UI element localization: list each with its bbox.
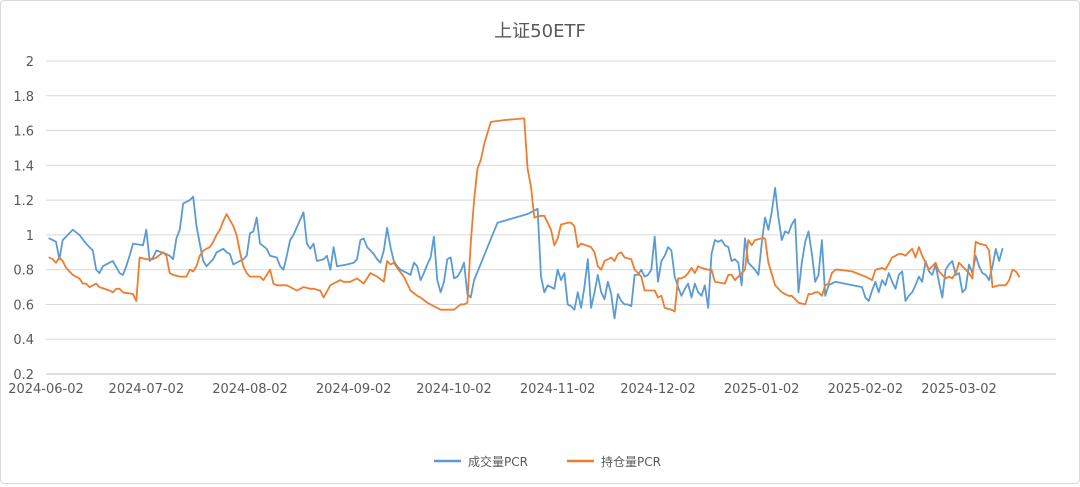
y-tick-label: 2: [26, 55, 34, 70]
series-line-volume-pcr: [48, 186, 1004, 320]
x-axis: 2024-06-02 2024-07-02 2024-08-02 2024-09-02…: [8, 373, 1056, 397]
y-tick-label: 1.2: [13, 194, 34, 209]
x-tick-label: 2025-03-02: [921, 382, 997, 397]
y-tick-label: 0.8: [13, 264, 34, 279]
series-lines: [48, 117, 1021, 320]
x-tick-label: 2024-06-02: [8, 382, 84, 397]
gridlines: [46, 60, 1056, 375]
series-line-oi-pcr: [48, 117, 1021, 313]
y-tick-label: 1.4: [13, 159, 34, 174]
legend-label-oi-pcr: 持仓量PCR: [601, 454, 661, 469]
x-tick-label: 2025-02-02: [828, 382, 904, 397]
x-tick-label: 2024-12-02: [620, 382, 696, 397]
y-axis: 0.2 0.4 0.6 0.8 1 1.2 1.4 1.6 1.8 2: [13, 55, 34, 383]
y-tick-label: 0.2: [13, 368, 34, 383]
x-tick-label: 2024-07-02: [109, 382, 185, 397]
x-tick-label: 2024-09-02: [316, 382, 392, 397]
y-tick-label: 0.6: [13, 298, 34, 313]
y-tick-label: 1.8: [13, 90, 34, 105]
x-tick-label: 2025-01-02: [724, 382, 800, 397]
y-tick-label: 0.4: [13, 333, 34, 348]
x-tick-label: 2024-11-02: [520, 382, 596, 397]
legend: 成交量PCR 持仓量PCR: [434, 454, 661, 469]
chart-title: 上证50ETF: [494, 21, 586, 42]
y-tick-label: 1.6: [13, 125, 34, 140]
y-tick-label: 1: [26, 229, 34, 244]
x-tick-label: 2024-10-02: [416, 382, 492, 397]
legend-label-volume-pcr: 成交量PCR: [468, 454, 528, 469]
x-tick-label: 2024-08-02: [212, 382, 288, 397]
